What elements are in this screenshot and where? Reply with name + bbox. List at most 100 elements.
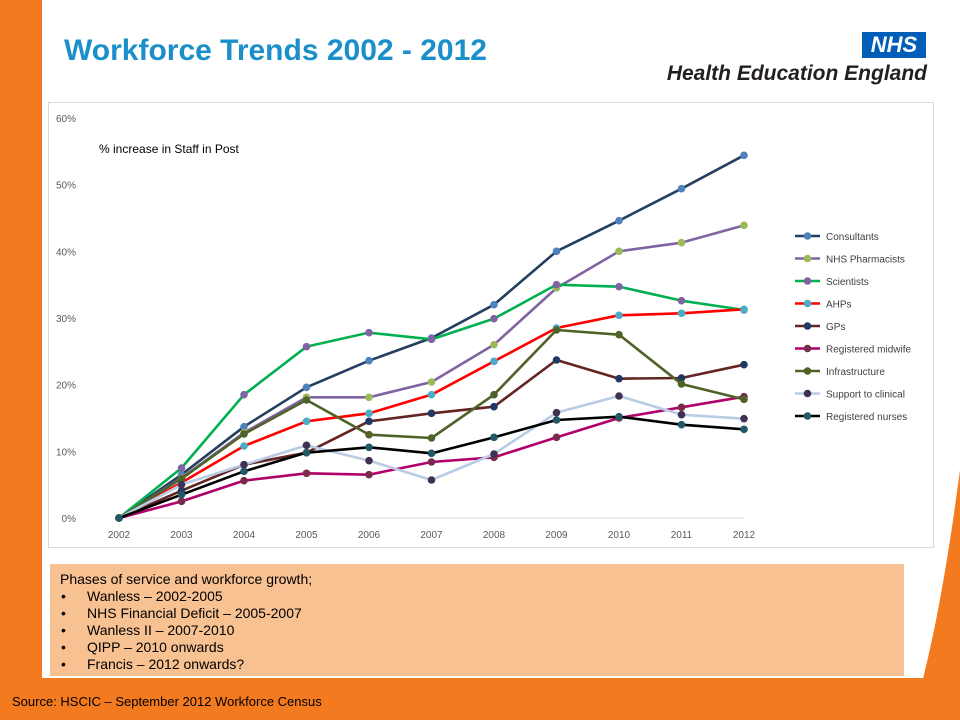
- data-point: [240, 460, 248, 469]
- legend-swatch-marker: [803, 299, 812, 308]
- series-registered-nurses: [115, 412, 748, 522]
- data-point: [490, 450, 498, 458]
- data-point: [490, 433, 498, 442]
- data-point: [677, 410, 686, 419]
- data-point: [490, 402, 498, 411]
- source-note: Source: HSCIC – September 2012 Workforce…: [12, 694, 322, 709]
- legend-item: Registered nurses: [795, 412, 907, 423]
- y-tick-label: 0%: [62, 514, 77, 525]
- data-point: [365, 470, 373, 479]
- data-point: [490, 300, 498, 309]
- legend-swatch-marker: [803, 344, 812, 353]
- phase-item: QIPP – 2010 onwards: [60, 639, 894, 656]
- data-point: [365, 456, 373, 465]
- data-point: [240, 467, 248, 476]
- data-point: [677, 296, 686, 305]
- data-point: [302, 383, 311, 392]
- data-point: [552, 408, 561, 417]
- legend-label: GPs: [826, 322, 845, 333]
- data-point: [552, 326, 561, 334]
- phase-item: Wanless – 2002-2005: [60, 588, 894, 605]
- data-point: [365, 417, 373, 426]
- data-point: [365, 443, 373, 452]
- data-point: [677, 238, 686, 247]
- data-point: [740, 414, 748, 423]
- y-tick-label: 60%: [56, 114, 76, 125]
- phases-box: Phases of service and workforce growth; …: [50, 564, 904, 676]
- legend-label: Infrastructure: [826, 367, 885, 378]
- x-tick-label: 2009: [545, 530, 568, 541]
- x-tick-label: 2012: [733, 530, 756, 541]
- legend-item: Infrastructure: [795, 367, 885, 378]
- data-point: [490, 340, 498, 349]
- data-point: [552, 280, 561, 289]
- x-tick-label: 2003: [170, 530, 193, 541]
- series-support-to-clinical: [115, 392, 748, 522]
- phase-item: Wanless II – 2007-2010: [60, 622, 894, 639]
- data-point: [615, 374, 623, 383]
- data-point: [177, 497, 186, 506]
- data-point: [240, 430, 248, 438]
- data-point: [427, 378, 436, 386]
- legend-label: Registered nurses: [826, 412, 907, 423]
- data-point: [490, 314, 498, 323]
- line-chart: % increase in Staff in Post 0% 10% 20% 30% 4…: [56, 114, 911, 541]
- y-tick-label: 20%: [56, 381, 76, 392]
- data-point: [615, 311, 623, 320]
- y-tick-label: 40%: [56, 247, 76, 258]
- phases-heading: Phases of service and workforce growth;: [60, 571, 313, 587]
- legend-label: AHPs: [826, 300, 852, 311]
- x-tick-label: 2005: [295, 530, 318, 541]
- nhs-logo-badge: NHS: [862, 32, 926, 58]
- data-point: [677, 403, 686, 412]
- data-point: [365, 356, 373, 365]
- data-point: [615, 330, 623, 339]
- y-tick-label: 10%: [56, 447, 76, 458]
- data-point: [177, 490, 186, 499]
- series-infrastructure: [115, 326, 748, 522]
- data-point: [365, 430, 373, 439]
- data-point: [302, 441, 311, 450]
- data-point: [240, 390, 248, 399]
- left-orange-swoosh: [0, 0, 42, 720]
- data-point: [740, 151, 748, 160]
- legend-swatch-marker: [803, 367, 812, 375]
- data-point: [490, 357, 498, 366]
- legend-item: NHS Pharmacists: [795, 255, 905, 266]
- legend-swatch-marker: [803, 389, 812, 398]
- data-point: [302, 417, 311, 426]
- x-tick-label: 2011: [671, 530, 693, 541]
- data-point: [740, 360, 748, 369]
- legend-swatch-marker: [803, 412, 812, 420]
- legend-item: Consultants: [795, 232, 879, 243]
- data-point: [677, 309, 686, 318]
- legend-swatch-marker: [803, 322, 812, 330]
- data-point: [427, 335, 436, 344]
- data-point: [240, 422, 248, 431]
- data-point: [302, 469, 311, 478]
- data-point: [115, 514, 123, 522]
- data-point: [427, 409, 436, 418]
- data-point: [677, 374, 686, 382]
- legend-label: Consultants: [826, 232, 879, 243]
- data-point: [177, 464, 186, 472]
- data-point: [615, 392, 623, 400]
- data-point: [365, 328, 373, 337]
- data-point: [677, 184, 686, 193]
- legend-label: Support to clinical: [826, 390, 905, 401]
- data-point: [177, 480, 186, 489]
- data-point: [427, 449, 436, 458]
- data-point: [365, 393, 373, 402]
- data-point: [615, 282, 623, 291]
- legend-item: Support to clinical: [795, 390, 905, 401]
- series-scientists: [115, 280, 748, 522]
- x-tick-label: 2006: [358, 530, 381, 541]
- data-point: [365, 409, 373, 418]
- data-point: [427, 390, 436, 399]
- chart-annotation: % increase in Staff in Post: [99, 142, 240, 156]
- data-point: [552, 416, 561, 424]
- data-point: [552, 356, 561, 364]
- data-point: [302, 448, 311, 457]
- x-tick-label: 2010: [608, 530, 631, 541]
